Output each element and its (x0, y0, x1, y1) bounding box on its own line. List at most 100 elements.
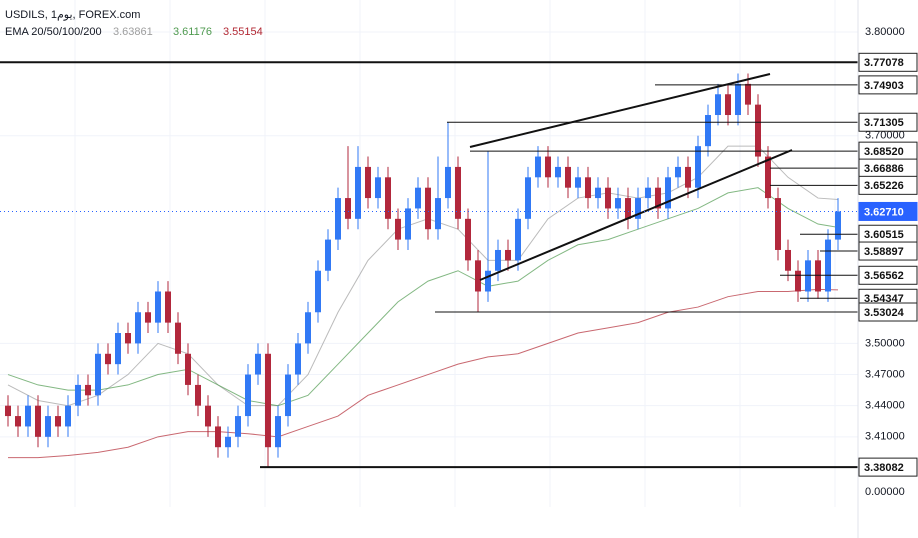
candle-body (475, 260, 481, 292)
level-label: 3.38082 (864, 462, 904, 474)
candle-body (765, 156, 771, 199)
level-label: 3.77078 (864, 57, 904, 69)
candle-body (285, 374, 291, 417)
candle-body (245, 374, 251, 417)
candle-body (685, 166, 691, 188)
candle-body (45, 416, 51, 437)
level-label: 3.68520 (864, 146, 904, 158)
level-label: 3.54347 (864, 293, 904, 305)
y-tick-label: 3.70000 (865, 130, 905, 142)
level-label: 3.66886 (864, 163, 904, 175)
candle-body (655, 187, 661, 209)
candle-body (795, 270, 801, 292)
candle-body (5, 405, 11, 417)
y-tick-label: 3.80000 (865, 26, 905, 38)
candle-body (565, 166, 571, 188)
candle-body (215, 426, 221, 448)
candle-body (85, 384, 91, 396)
candle-body (55, 416, 61, 427)
candle-body (545, 156, 551, 178)
candle-body (175, 322, 181, 354)
candle-body (185, 353, 191, 385)
candle-body (745, 83, 751, 105)
candle-body (145, 312, 151, 323)
candle-body (625, 198, 631, 219)
candle-body (225, 436, 231, 448)
indicator-name: EMA 20/50/100/200 (5, 26, 102, 38)
level-label: 3.58897 (864, 246, 904, 258)
ema-line (7, 187, 839, 407)
level-label: 3.62710 (864, 206, 904, 218)
candle-body (195, 384, 201, 406)
candle-body (305, 312, 311, 344)
candle-body (115, 333, 121, 365)
candle-body (425, 187, 431, 230)
candle-body (295, 343, 301, 375)
level-label-box (858, 112, 918, 132)
candle-body (355, 166, 361, 219)
candle-body (615, 198, 621, 209)
candle-body (155, 291, 161, 323)
candle-body (605, 187, 611, 209)
candle-body (445, 166, 451, 199)
candle-body (465, 218, 471, 261)
candle-body (405, 208, 411, 240)
level-label: 3.65226 (864, 180, 904, 192)
candle-body (635, 198, 641, 219)
candle-body (255, 353, 261, 375)
candle-body (555, 166, 561, 178)
level-label-box (858, 201, 918, 221)
level-label-box (858, 75, 918, 95)
candle-body (25, 405, 31, 427)
candle-body (515, 218, 521, 261)
candle-body (645, 187, 651, 199)
candle-body (485, 270, 491, 292)
y-tick-label: 3.50000 (865, 337, 905, 349)
legend-value: 3.55154 (223, 26, 263, 38)
candle-body (375, 177, 381, 199)
legend-value: 3.63861 (113, 26, 153, 38)
candle-body (695, 146, 701, 188)
candle-body (235, 416, 241, 437)
candle-body (585, 177, 591, 199)
y-tick-label: 3.44000 (865, 400, 905, 412)
candle-body (125, 333, 131, 344)
candle-body (575, 177, 581, 188)
candle-body (755, 104, 761, 157)
candle-body (535, 156, 541, 178)
candle-body (35, 405, 41, 437)
candle-body (395, 218, 401, 240)
candle-body (315, 270, 321, 313)
level-label-box (858, 457, 918, 477)
candle-body (75, 384, 81, 406)
candle-body (345, 198, 351, 219)
candle-body (785, 249, 791, 271)
candle-body (105, 353, 111, 365)
level-label: 3.60515 (864, 229, 904, 241)
level-label: 3.56562 (864, 270, 904, 282)
candle-body (335, 198, 341, 240)
level-label-box (858, 175, 918, 195)
candle-body (365, 166, 371, 199)
level-label-box (858, 302, 918, 322)
legend-value: 3.61176 (173, 26, 212, 38)
candle-body (525, 177, 531, 219)
bottom-label: 0.00000 (865, 486, 905, 498)
level-label-box (858, 265, 918, 285)
trend-line (469, 73, 771, 148)
chart-title: USDILS, 1يوم, FOREX.com (5, 9, 140, 21)
ema-line (8, 288, 839, 459)
y-tick-label: 3.47000 (865, 368, 905, 380)
candle-body (415, 187, 421, 209)
candle-body (455, 166, 461, 219)
candle-body (265, 353, 271, 448)
level-label: 3.74903 (864, 80, 904, 92)
candle-body (715, 94, 721, 116)
candle-body (665, 177, 671, 209)
candle-body (725, 94, 731, 116)
candle-body (825, 239, 831, 292)
candle-body (775, 198, 781, 250)
level-label-box (858, 52, 918, 72)
